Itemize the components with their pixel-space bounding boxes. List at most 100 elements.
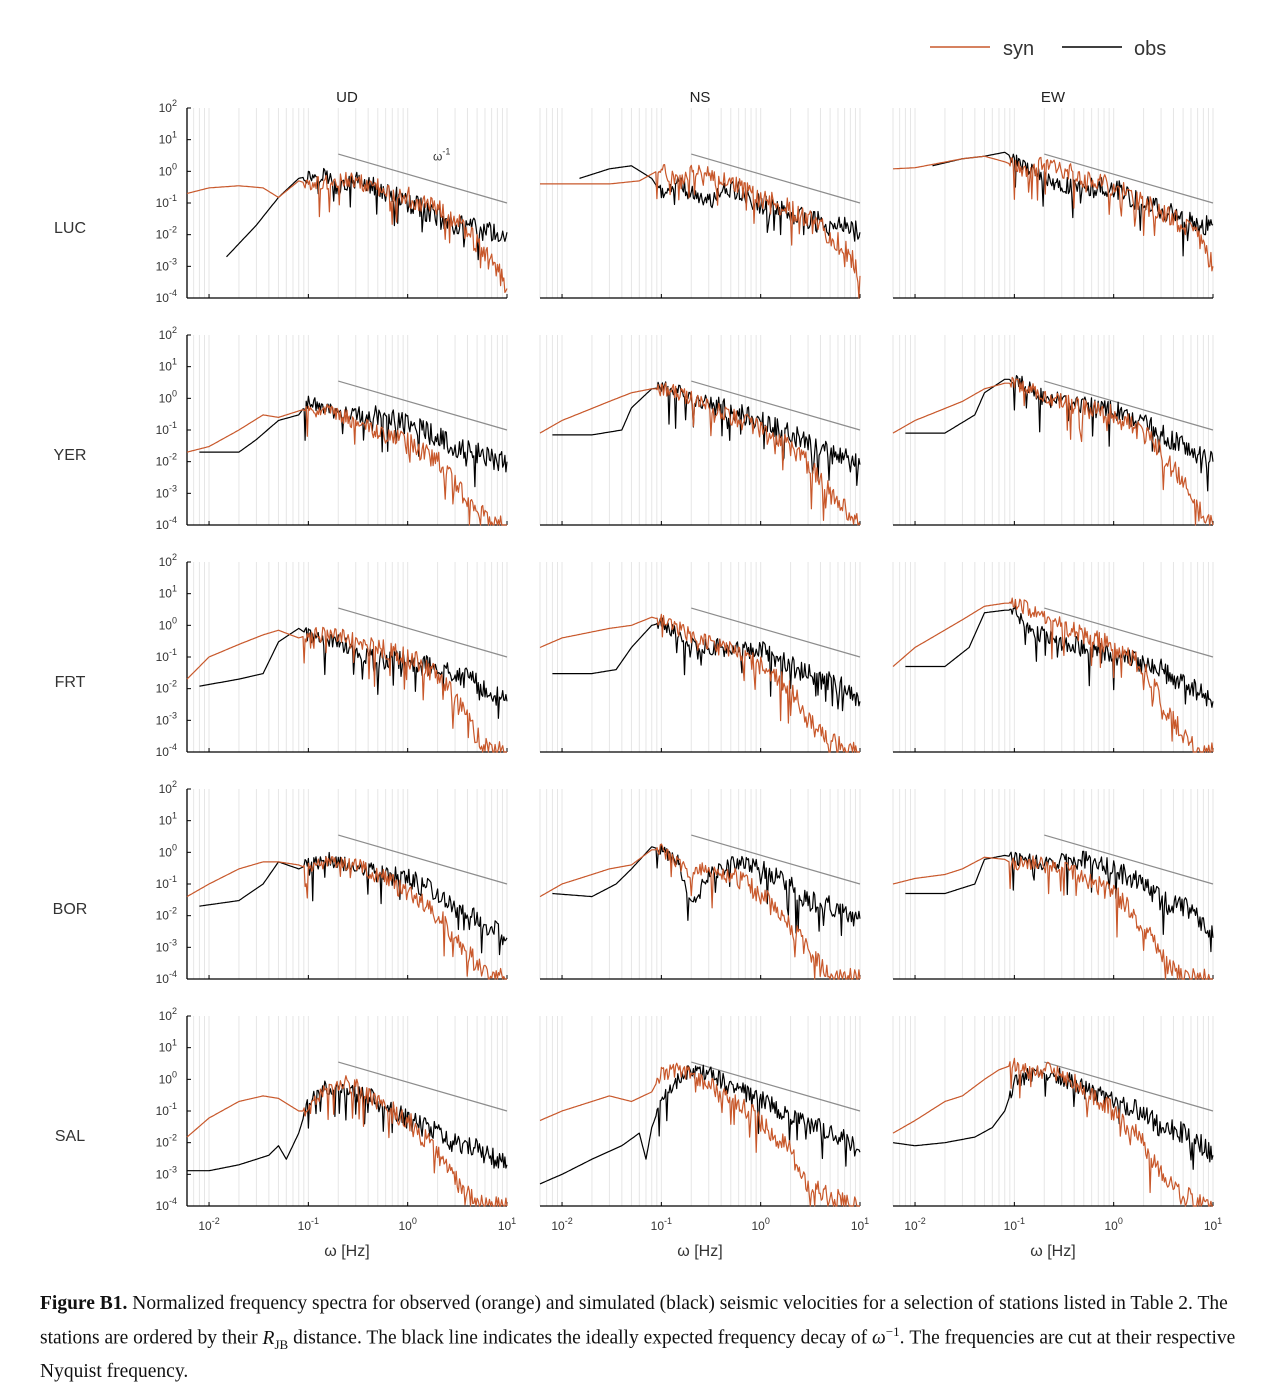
y-tick-label: 102 [159, 98, 177, 115]
panel-yer-ew [892, 335, 1214, 526]
y-tick-label: 10-2 [156, 225, 177, 242]
y-tick-label: 10-2 [156, 452, 177, 469]
syn-series-line [893, 155, 1214, 272]
panel-bor-ud: 102 101 100 10-1 10-2 10-3 10-4 [156, 779, 508, 986]
y-tick-label: 100 [159, 615, 177, 632]
obs-series-line [187, 1080, 508, 1172]
syn-series-line [539, 613, 860, 753]
y-tick-label: 10-2 [156, 679, 177, 696]
y-tick-label: 102 [159, 552, 177, 569]
station-label-luc: LUC [54, 220, 86, 237]
obs-series-line [552, 381, 861, 486]
reference-line [1044, 153, 1214, 204]
x-axis-label: ω [Hz] [1030, 1243, 1075, 1260]
y-tick-label: 100 [159, 161, 177, 178]
reference-line [338, 607, 508, 658]
obs-series-line [552, 843, 861, 937]
syn-series-line [892, 597, 1214, 753]
x-tick-label: 10-1 [651, 1216, 672, 1233]
y-tick-label: 100 [159, 1069, 177, 1086]
station-label-sal: SAL [55, 1128, 85, 1145]
station-label-yer: YER [54, 447, 87, 464]
syn-series-line [186, 856, 507, 980]
y-tick-label: 10-3 [156, 483, 177, 500]
panel-sal-ud: 102 101 100 10-1 10-2 10-3 10-4 10-2 10-1 100 101 ω… [156, 1006, 517, 1260]
reference-line [691, 834, 861, 885]
y-tick-label: 10-1 [156, 420, 177, 437]
y-tick-label: 10-3 [156, 710, 177, 727]
x-axis-label: ω [Hz] [324, 1243, 369, 1260]
y-tick-label: 102 [159, 325, 177, 342]
reference-line [691, 1061, 861, 1112]
x-tick-label: 10-1 [298, 1216, 319, 1233]
y-tick-label: 10-3 [156, 256, 177, 273]
y-tick-label: 100 [159, 388, 177, 405]
panel-bor-ns [539, 789, 861, 980]
syn-series-line [186, 1075, 508, 1207]
panel-frt-ud: 102 101 100 10-1 10-2 10-3 10-4 [156, 552, 508, 759]
column-title-ud: UD [336, 89, 358, 106]
syn-series-line [892, 855, 1213, 980]
reference-line [1044, 834, 1214, 885]
reference-line [1044, 1061, 1214, 1112]
reference-annotation: ω-1 [433, 146, 450, 163]
caption-part1: Normalized frequency spectra for observe… [40, 1293, 1228, 1349]
obs-series-line [905, 605, 1214, 708]
reference-line [1044, 380, 1214, 431]
obs-series-line [905, 375, 1214, 492]
reference-line [691, 153, 861, 204]
x-tick-label: 101 [851, 1216, 869, 1233]
reference-line [338, 834, 508, 885]
panel-frt-ew [892, 562, 1214, 753]
panel-luc-ud: 102 101 100 10-1 10-2 10-3 10-4 ω-1 [156, 98, 508, 305]
y-tick-label: 10-3 [156, 1164, 177, 1181]
figure-caption: Figure B1. Normalized frequency spectra … [40, 1290, 1240, 1386]
reference-line [1044, 607, 1214, 658]
panel-luc-ew [892, 108, 1214, 299]
legend-syn-label: syn [1003, 38, 1034, 60]
x-tick-label: 100 [751, 1216, 769, 1233]
y-tick-label: 10-3 [156, 937, 177, 954]
reference-line [338, 380, 508, 431]
caption-lead: Figure B1. [40, 1293, 128, 1314]
y-tick-label: 101 [159, 1038, 177, 1055]
panel-sal-ns: 10-2 10-1 100 101 ω [Hz] [539, 1016, 869, 1260]
y-tick-label: 10-4 [156, 1196, 177, 1213]
caption-part3: . The frequencies are cut at their respe… [40, 1327, 1236, 1383]
reference-line [338, 1061, 508, 1112]
x-axis-label: ω [Hz] [677, 1243, 722, 1260]
x-tick-label: 10-2 [904, 1216, 925, 1233]
panel-frt-ns [539, 562, 861, 753]
column-title-ns: NS [690, 89, 711, 106]
y-tick-label: 10-1 [156, 193, 177, 210]
x-tick-label: 100 [398, 1216, 416, 1233]
y-tick-label: 101 [159, 584, 177, 601]
syn-series-line [892, 376, 1214, 526]
y-tick-label: 101 [159, 357, 177, 374]
panel-yer-ns [539, 335, 861, 526]
y-tick-label: 10-4 [156, 515, 177, 532]
y-tick-label: 10-2 [156, 906, 177, 923]
station-label-bor: BOR [53, 901, 88, 918]
y-tick-label: 10-4 [156, 288, 177, 305]
y-tick-label: 10-1 [156, 1101, 177, 1118]
caption-omega: ω [872, 1327, 886, 1349]
x-tick-label: 100 [1104, 1216, 1122, 1233]
syn-series-line [539, 1062, 860, 1207]
y-tick-label: 102 [159, 1006, 177, 1023]
y-tick-label: 101 [159, 811, 177, 828]
x-tick-label: 10-1 [1004, 1216, 1025, 1233]
panel-sal-ew: 10-2 10-1 100 101 ω [Hz] [892, 1016, 1222, 1260]
panel-luc-ns [539, 108, 861, 299]
legend: syn obs [930, 38, 1166, 60]
syn-series-line [892, 1057, 1213, 1207]
x-tick-label: 10-2 [551, 1216, 572, 1233]
reference-line [691, 607, 861, 658]
obs-series-line [892, 1065, 1214, 1170]
syn-series-line [186, 404, 507, 526]
caption-part2: distance. The black line indicates the i… [288, 1327, 873, 1349]
x-tick-label: 101 [498, 1216, 516, 1233]
x-tick-label: 10-2 [198, 1216, 219, 1233]
reference-line [691, 380, 861, 431]
